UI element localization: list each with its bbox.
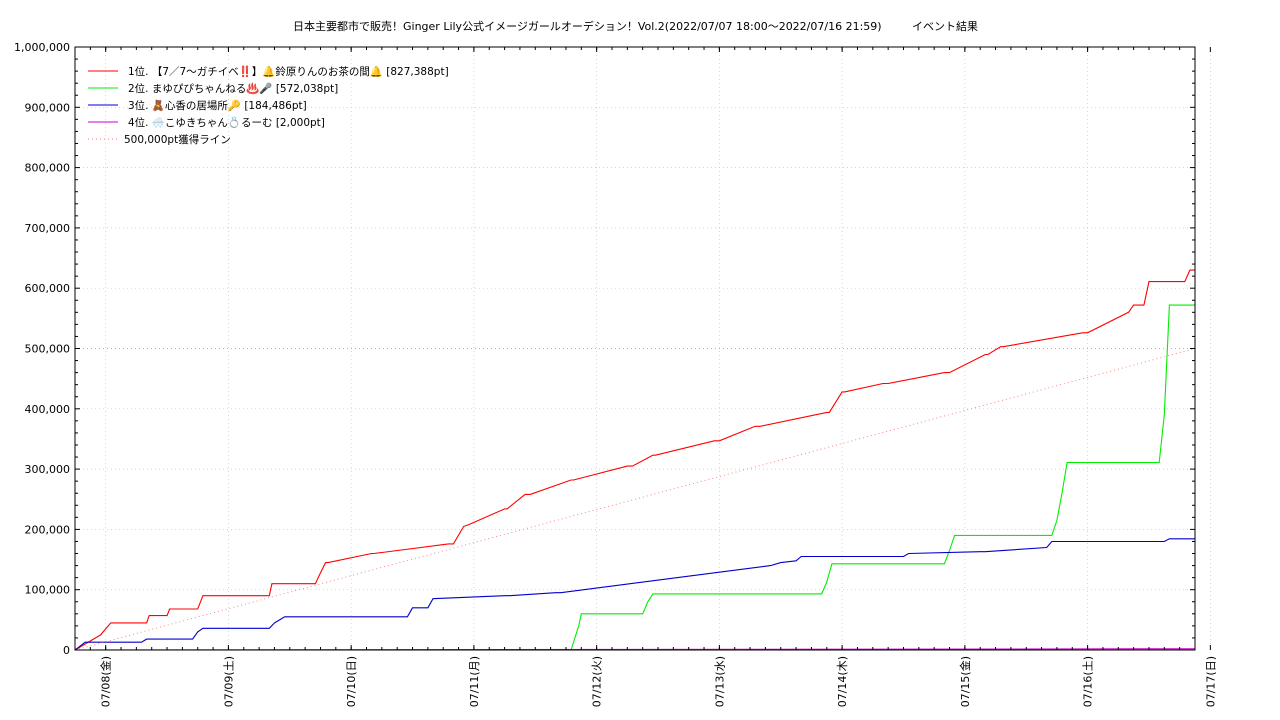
x-tick-labels: 07/08(金) 07/09(土) 07/10(日) 07/11(月) 07/12(火)… [99,656,1218,707]
series-group [74,269,1196,651]
legend-label-3: 3位. 🧸心香の居場所🔑 [184,486pt] [128,99,307,112]
y-tick-label: 0 [63,644,70,657]
y-tick-label: 200,000 [25,523,71,536]
x-tick-label: 07/09(土) [222,656,235,707]
grid [75,46,1211,651]
legend-label-5: 500,000pt獲得ライン [124,133,231,146]
y-tick-labels: 0 100,000 200,000 300,000 400,000 500,000 600,… [14,41,70,657]
series-line-1 [74,269,1195,651]
chart-subtitle: イベント結果 [912,19,978,33]
series-line-2 [75,304,1195,651]
series-line-5 [74,348,1196,651]
series-line-3 [74,538,1195,651]
x-tick-label: 07/08(金) [99,656,113,707]
x-tick-label: 07/13(水) [713,656,726,707]
y-tick-label: 700,000 [25,222,71,235]
chart-title: 日本主要都市で販売！Ginger Lily公式イメージガールオーデション！Vol… [293,19,882,33]
y-tick-label: 100,000 [25,584,71,597]
x-tick-label: 07/11(月) [468,656,481,707]
legend-label-1: 1位. 【7／7〜ガチイベ‼️】🔔鈴原りんのお茶の間🔔 [827,388pt] [128,65,449,78]
tick-marks [74,46,1211,651]
legend-label-2: 2位. まゆぴぴちゃんねる♨️🎤 [572,038pt] [128,82,338,95]
legend: 1位. 【7／7〜ガチイベ‼️】🔔鈴原りんのお茶の間🔔 [827,388pt] 2… [88,65,449,146]
y-tick-label: 800,000 [25,162,71,175]
y-tick-label: 400,000 [25,403,71,416]
x-tick-label: 07/16(土) [1082,656,1095,707]
y-tick-label: 300,000 [25,463,71,476]
x-tick-label: 07/12(火) [591,656,604,707]
x-tick-label: 07/15(金) [958,656,972,707]
x-tick-label: 07/14(木) [836,656,849,707]
y-tick-label: 500,000 [25,343,71,356]
legend-label-4: 4位. 🌨️こゆきちゃん💍るーむ [2,000pt] [128,116,325,129]
y-tick-label: 900,000 [25,101,71,114]
y-tick-label: 600,000 [25,282,71,295]
x-tick-label: 07/17(日) [1204,656,1217,707]
x-tick-label: 07/10(日) [345,656,358,707]
y-tick-label: 1,000,000 [14,41,70,54]
